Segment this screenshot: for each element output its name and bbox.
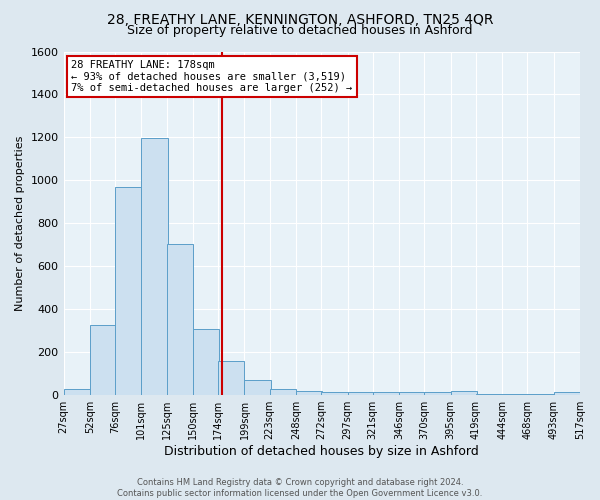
Bar bbox=[451, 392, 477, 394]
Text: Contains HM Land Registry data © Crown copyright and database right 2024.
Contai: Contains HM Land Registry data © Crown c… bbox=[118, 478, 482, 498]
Text: Size of property relative to detached houses in Ashford: Size of property relative to detached ho… bbox=[127, 24, 473, 37]
Bar bbox=[90, 325, 116, 394]
X-axis label: Distribution of detached houses by size in Ashford: Distribution of detached houses by size … bbox=[164, 444, 479, 458]
Bar bbox=[218, 362, 244, 394]
Bar bbox=[296, 392, 322, 394]
Bar bbox=[424, 392, 451, 394]
Bar bbox=[399, 392, 425, 394]
Bar bbox=[373, 392, 399, 394]
Bar bbox=[193, 329, 219, 394]
Bar bbox=[167, 244, 193, 394]
Bar bbox=[142, 138, 167, 394]
Text: 28 FREATHY LANE: 178sqm
← 93% of detached houses are smaller (3,519)
7% of semi-: 28 FREATHY LANE: 178sqm ← 93% of detache… bbox=[71, 60, 353, 94]
Bar bbox=[270, 389, 296, 394]
Text: 28, FREATHY LANE, KENNINGTON, ASHFORD, TN25 4QR: 28, FREATHY LANE, KENNINGTON, ASHFORD, T… bbox=[107, 12, 493, 26]
Bar bbox=[244, 380, 271, 394]
Bar bbox=[321, 392, 347, 394]
Bar bbox=[554, 392, 580, 394]
Bar bbox=[347, 392, 374, 394]
Bar bbox=[64, 389, 90, 394]
Bar bbox=[115, 186, 142, 394]
Y-axis label: Number of detached properties: Number of detached properties bbox=[15, 136, 25, 310]
